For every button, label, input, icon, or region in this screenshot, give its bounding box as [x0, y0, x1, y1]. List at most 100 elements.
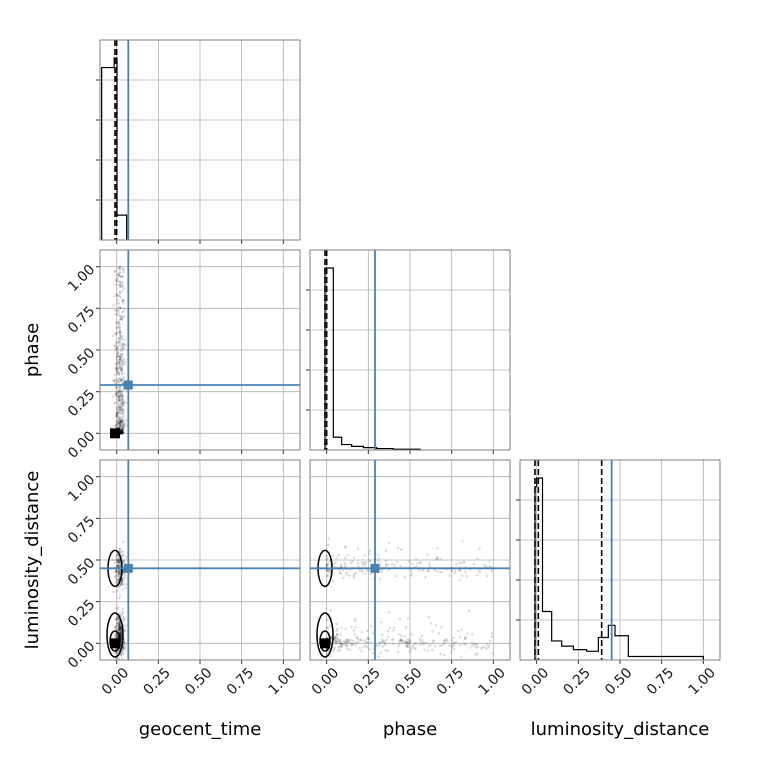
sample-point [122, 403, 126, 406]
sample-point [117, 354, 120, 358]
sample-point [117, 266, 120, 270]
sample-point [116, 423, 119, 426]
sample-point [119, 563, 122, 566]
sample-point [121, 429, 124, 432]
sample-point [333, 638, 336, 642]
sample-point [117, 408, 121, 411]
sample-point [342, 640, 346, 643]
sample-point [121, 652, 125, 655]
sample-point [120, 431, 124, 435]
sample-point [116, 353, 120, 357]
density-contour [319, 630, 331, 652]
sample-point [433, 644, 437, 648]
sample-point [419, 640, 422, 643]
sample-point [461, 574, 464, 577]
sample-point [385, 638, 388, 642]
sample-point [325, 562, 329, 566]
sample-point [115, 278, 118, 282]
sample-point [115, 558, 119, 562]
sample-point [113, 576, 117, 580]
sample-point [118, 267, 122, 271]
sample-point [325, 626, 329, 629]
sample-point [345, 638, 349, 641]
sample-point [118, 322, 121, 326]
sample-point [120, 429, 123, 433]
sample-point [114, 283, 117, 286]
sample-point [368, 647, 371, 651]
sample-point [118, 424, 122, 428]
sample-point [432, 639, 435, 642]
sample-point [121, 431, 125, 435]
sample-point [114, 400, 118, 404]
sample-point [113, 632, 116, 636]
sample-point [335, 633, 339, 637]
sample-point [118, 550, 122, 553]
sample-point [439, 652, 443, 656]
sample-point [117, 421, 121, 424]
sample-point [121, 648, 125, 652]
sample-point [115, 368, 118, 372]
sample-point [378, 578, 382, 581]
sample-point [114, 392, 118, 396]
sample-point [118, 363, 121, 366]
sample-point [426, 569, 429, 573]
sample-point [353, 632, 356, 636]
sample-point [120, 420, 124, 424]
sample-point [352, 556, 356, 560]
sample-point [120, 378, 123, 382]
sample-point [116, 279, 119, 283]
sample-point [368, 549, 372, 552]
sample-point [343, 546, 347, 549]
sample-point [118, 390, 121, 394]
sample-point [120, 359, 123, 362]
sample-point [452, 647, 456, 651]
sample-point [112, 395, 115, 398]
sample-point [117, 411, 120, 415]
sample-point [462, 560, 465, 564]
sample-point [115, 393, 119, 396]
sample-point [115, 293, 119, 296]
sample-point [117, 365, 121, 368]
sample-point [121, 360, 124, 363]
sample-point [119, 633, 122, 636]
sample-point [124, 642, 127, 646]
sample-point [118, 421, 122, 424]
sample-point [115, 412, 118, 415]
sample-point [116, 395, 120, 399]
sample-point [120, 583, 124, 586]
sample-point [120, 352, 124, 356]
sample-point [112, 379, 116, 382]
sample-point [384, 559, 388, 563]
sample-point [120, 654, 123, 657]
sample-point [338, 568, 342, 572]
sample-point [116, 413, 120, 416]
sample-point [487, 644, 491, 647]
sample-point [358, 646, 362, 650]
sample-point [394, 574, 398, 578]
sample-point [121, 430, 124, 434]
sample-point [119, 431, 123, 434]
sample-point [436, 547, 439, 550]
sample-point [122, 577, 126, 580]
sample-point [335, 622, 339, 626]
sample-point [121, 275, 124, 278]
sample-point [122, 401, 126, 405]
sample-point [117, 273, 121, 277]
sample-point [422, 643, 425, 646]
sample-point [121, 289, 124, 292]
sample-point [377, 557, 381, 560]
sample-point [120, 420, 124, 424]
sample-point [402, 639, 406, 643]
truth-marker [123, 563, 133, 573]
sample-point [114, 347, 118, 351]
sample-point [119, 631, 122, 635]
sample-point [470, 633, 474, 636]
sample-point [339, 645, 343, 649]
sample-point [113, 344, 116, 348]
sample-point [118, 306, 121, 310]
sample-point [483, 565, 487, 569]
sample-point [119, 428, 123, 432]
sample-point [118, 270, 121, 274]
sample-point [117, 574, 120, 577]
sample-point [325, 564, 329, 567]
